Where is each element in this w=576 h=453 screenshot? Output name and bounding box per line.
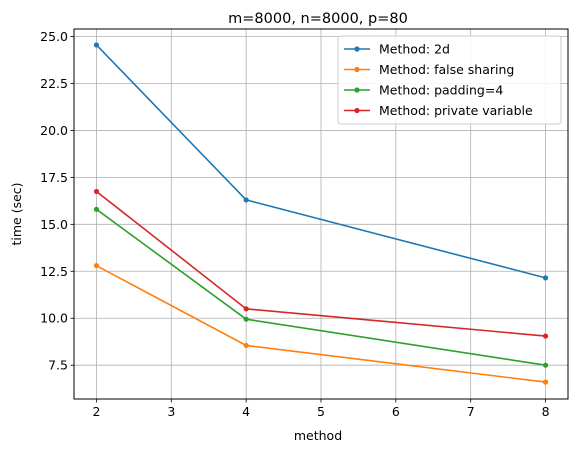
legend-label: Method: false sharing (379, 62, 514, 77)
y-tick-label: 15.0 (40, 217, 68, 232)
x-tick-label: 4 (242, 404, 250, 419)
legend-swatch-marker (354, 66, 360, 73)
data-point (93, 42, 100, 48)
x-tick-label: 3 (167, 404, 175, 419)
legend-label: Method: 2d (379, 42, 450, 57)
data-point (542, 333, 549, 339)
legend-label: Method: private variable (379, 103, 533, 118)
y-tick-label: 10.0 (40, 311, 68, 326)
data-point (243, 316, 249, 322)
y-tick-label: 17.5 (40, 170, 68, 185)
y-tick-label: 20.0 (40, 123, 68, 138)
x-axis-label: method (294, 428, 342, 443)
legend-swatch-marker (354, 46, 360, 52)
y-tick-label: 22.5 (40, 76, 68, 91)
legend: Method: 2d Method: false sharing Method: p… (337, 35, 562, 125)
x-tick-label: 7 (467, 404, 475, 419)
x-tick-label: 6 (392, 404, 400, 419)
x-tick-label: 5 (317, 404, 325, 419)
data-point (542, 379, 549, 385)
x-axis-ticks: 2 3 4 5 6 7 8 (92, 399, 550, 419)
data-point (93, 206, 100, 212)
series-layer (93, 42, 549, 385)
y-tick-label: 25.0 (40, 29, 68, 44)
data-point (542, 275, 549, 281)
data-point (93, 188, 100, 195)
data-point (542, 362, 549, 368)
data-point (243, 306, 249, 312)
legend-box (337, 35, 562, 125)
legend-label: Method: padding=4 (379, 83, 503, 98)
legend-swatch-marker (354, 107, 360, 114)
x-tick-label: 2 (92, 404, 100, 419)
y-tick-label: 12.5 (40, 264, 68, 279)
y-tick-label: 7.5 (48, 358, 68, 373)
y-axis-ticks: 7.5 10.0 12.5 15.0 17.5 20.0 22.5 25.0 (40, 29, 74, 373)
data-point (243, 197, 249, 203)
x-tick-label: 8 (542, 404, 550, 419)
chart-title: m=8000, n=8000, p=80 (228, 11, 408, 27)
data-point (93, 263, 100, 269)
data-point (243, 342, 249, 349)
y-axis-label: time (sec) (9, 182, 24, 245)
legend-swatch-marker (354, 87, 360, 93)
